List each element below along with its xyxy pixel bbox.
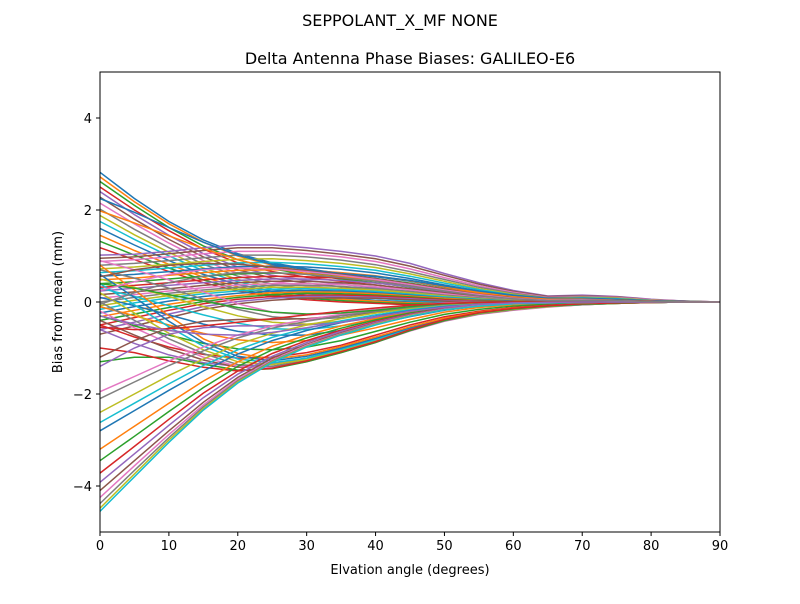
series-line-s75 [99,301,720,336]
y-tick-label: 0 [84,296,92,311]
x-tick-label: 60 [505,539,522,554]
x-tick-label: 40 [367,539,384,554]
series-line-s78 [99,271,720,306]
y-tick-label: 4 [84,112,92,127]
y-tick-label: −2 [73,388,92,403]
x-tick-label: 10 [161,539,178,554]
y-tick-label: −4 [73,480,92,495]
x-tick-label: 90 [712,539,729,554]
y-axis-ticks: −4 −2 0 2 4 [73,112,100,495]
chart-suptitle: SEPPOLANT_X_MF NONE [302,11,498,31]
x-tick-label: 30 [298,539,315,554]
x-tick-label: 0 [96,539,104,554]
series-line-s63 [99,301,720,462]
chart-title: Delta Antenna Phase Biases: GALILEO-E6 [245,49,575,68]
x-tick-label: 20 [230,539,247,554]
x-axis-label: Elvation angle (degrees) [330,563,489,578]
x-tick-label: 70 [574,539,591,554]
x-axis-ticks: 0 10 20 30 40 50 60 70 80 90 [96,532,728,554]
series-line-s62 [99,301,720,450]
x-tick-label: 50 [436,539,453,554]
y-axis-label: Bias from mean (mm) [51,231,66,373]
series-layer [99,171,721,512]
y-tick-label: 2 [84,204,92,219]
x-tick-label: 80 [643,539,660,554]
series-line-s54 [99,301,720,372]
